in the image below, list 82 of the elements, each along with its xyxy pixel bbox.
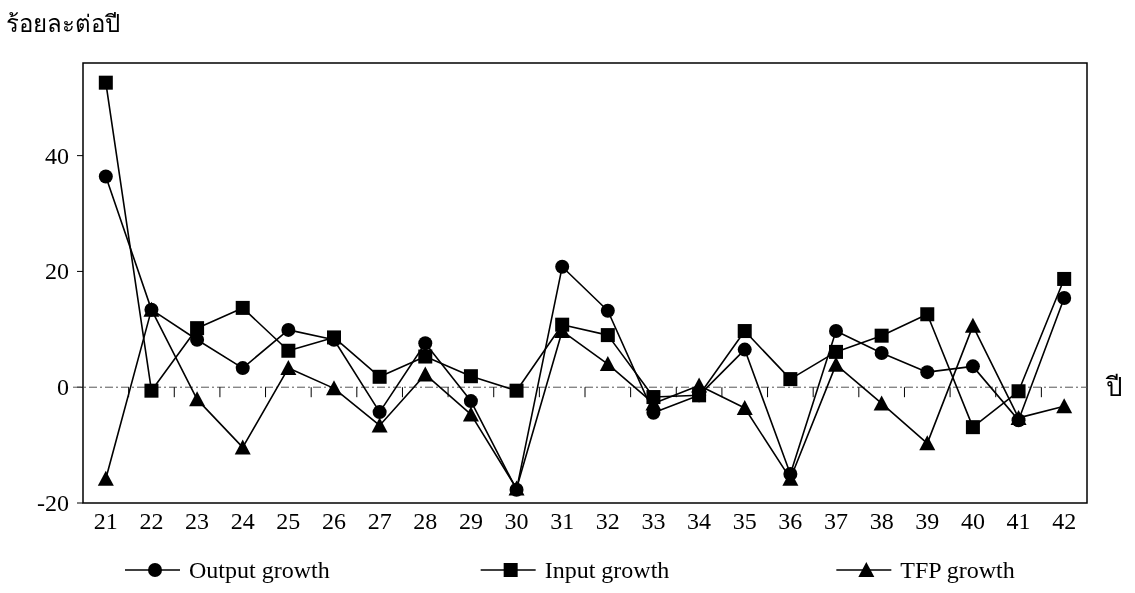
x-tick-label: 41	[1006, 508, 1031, 534]
point	[555, 317, 570, 332]
x-tick-label: 27	[367, 508, 392, 534]
x-tick-label: 42	[1052, 508, 1077, 534]
x-tick-label: 23	[185, 508, 210, 534]
x-tick-label: 25	[276, 508, 301, 534]
y-tick-label: 40	[45, 142, 69, 169]
point	[98, 75, 113, 90]
x-tick-label: 28	[413, 508, 438, 534]
point	[97, 470, 114, 486]
point	[371, 417, 388, 433]
x-tick-label: 37	[824, 508, 848, 534]
point	[1011, 413, 1026, 428]
point	[920, 365, 935, 380]
x-tick-label: 34	[687, 508, 712, 534]
point	[555, 259, 570, 274]
point	[783, 372, 798, 387]
point	[828, 356, 844, 372]
point	[372, 369, 387, 384]
x-tick-label: 33	[641, 508, 666, 534]
point	[418, 336, 433, 351]
point	[1011, 384, 1026, 399]
x-tick-label: 29	[458, 508, 483, 534]
point	[874, 328, 889, 343]
point	[1056, 398, 1073, 414]
point	[235, 300, 250, 315]
point	[646, 390, 661, 405]
point	[417, 366, 434, 382]
y-tick-label: 0	[57, 374, 69, 401]
point	[829, 344, 843, 359]
point	[783, 467, 798, 482]
y-tick-label: -20	[37, 490, 69, 516]
point	[418, 349, 433, 364]
point	[600, 303, 615, 318]
point	[736, 400, 753, 416]
point	[372, 405, 387, 420]
point	[965, 359, 980, 374]
point	[144, 383, 159, 398]
point	[190, 321, 205, 336]
x-tick-label: 39	[915, 508, 940, 534]
point	[509, 383, 524, 398]
point	[235, 361, 250, 376]
point	[280, 360, 297, 376]
point	[1057, 271, 1072, 286]
x-tick-label: 26	[322, 508, 346, 534]
point	[189, 391, 206, 407]
point	[873, 395, 890, 411]
x-tick-label: 35	[732, 508, 757, 534]
x-axis-title: ปี	[1105, 373, 1123, 403]
x-tick-label: 22	[139, 508, 164, 534]
point	[737, 324, 752, 339]
x-tick-label: 21	[93, 508, 118, 534]
point	[965, 420, 980, 435]
point	[600, 328, 615, 343]
point	[874, 346, 889, 361]
point	[920, 307, 935, 322]
point	[326, 380, 342, 396]
x-tick-label: 32	[595, 508, 620, 534]
point	[281, 322, 296, 337]
x-tick-label: 31	[550, 508, 575, 534]
y-tick-label: 20	[45, 258, 69, 285]
x-tick-label: 30	[504, 508, 529, 534]
point	[234, 439, 251, 455]
legend-label: Output growth	[189, 557, 330, 583]
point	[463, 394, 478, 409]
legend-label: TFP growth	[900, 557, 1015, 583]
point	[964, 317, 981, 333]
x-tick-label: 40	[960, 508, 985, 534]
y-axis-title: ร้อยละต่อปี	[6, 11, 120, 37]
point	[463, 369, 478, 384]
point	[737, 342, 752, 357]
point	[98, 169, 113, 184]
point	[462, 406, 479, 422]
point	[1057, 291, 1072, 306]
x-tick-label: 24	[230, 508, 255, 534]
point	[281, 343, 296, 358]
point	[829, 324, 843, 339]
legend-label: Input growth	[544, 557, 670, 583]
x-tick-label: 36	[778, 508, 803, 534]
point	[919, 435, 936, 451]
x-tick-label: 38	[869, 508, 894, 534]
point	[599, 356, 616, 372]
